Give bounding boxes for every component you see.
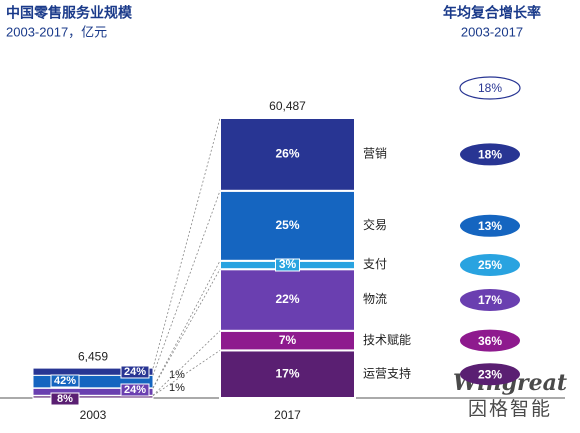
cagr-label: 18%: [478, 148, 502, 162]
cagr-badge: [460, 214, 520, 237]
label-box: [120, 383, 150, 397]
bar-segment: [219, 189, 356, 262]
series-name: 支付: [363, 257, 387, 271]
watermark-cn: 因格智能: [468, 398, 552, 420]
cagr-total-label: 18%: [478, 81, 502, 95]
bar-segment: [32, 367, 154, 376]
connector: [152, 260, 221, 389]
value-label: 3%: [279, 257, 297, 271]
cagr-label: 36%: [478, 334, 502, 348]
bar-segment: [219, 117, 356, 192]
value-label: 26%: [275, 147, 299, 161]
cagr-subtitle: 2003-2017: [461, 24, 523, 39]
connector: [152, 190, 221, 376]
value-label: 24%: [124, 366, 146, 378]
cagr-badge: [460, 289, 520, 311]
cagr-title: 年均复合增长率: [443, 5, 541, 21]
value-label: 1%: [169, 382, 185, 394]
label-box: [120, 365, 150, 379]
bar-segment: [219, 268, 356, 332]
cagr-badge: [460, 329, 520, 352]
series-name: 交易: [363, 217, 387, 232]
series-name: 物流: [363, 292, 387, 306]
total-label: 60,487: [269, 99, 306, 113]
cagr-label: 17%: [478, 293, 502, 307]
value-label: 24%: [124, 384, 146, 396]
chart-subtitle: 2003-2017，亿元: [6, 24, 107, 39]
label-box: [50, 392, 80, 406]
series-name: 营销: [363, 147, 387, 161]
value-label: 8%: [57, 393, 73, 405]
connector: [152, 269, 221, 389]
cagr-label: 23%: [478, 367, 502, 381]
cagr-label: 25%: [478, 258, 502, 272]
value-label: 42%: [54, 375, 76, 387]
cagr-badge: [460, 363, 520, 386]
total-label: 6,459: [78, 349, 108, 363]
label-box: [275, 258, 300, 272]
series-name: 技术赋能: [363, 333, 411, 347]
series-name: 运营支持: [363, 365, 411, 380]
connector: [152, 117, 221, 369]
value-label: 25%: [275, 218, 299, 232]
cagr-total: [459, 76, 521, 100]
value-label: 22%: [275, 292, 299, 306]
cagr-badge: [460, 254, 520, 276]
connector: [152, 330, 221, 396]
x-tick-label: 2003: [80, 408, 107, 422]
bar-segment: [219, 349, 356, 399]
value-label: 17%: [275, 366, 299, 380]
x-tick-label: 2017: [274, 408, 301, 422]
connector: [152, 350, 221, 396]
cagr-label: 13%: [478, 219, 502, 233]
value-label: 1%: [169, 369, 185, 381]
value-label: 7%: [279, 333, 297, 347]
cagr-badge: [460, 143, 520, 166]
chart-title: 中国零售服务业规模: [6, 5, 133, 21]
label-box: [50, 374, 80, 388]
